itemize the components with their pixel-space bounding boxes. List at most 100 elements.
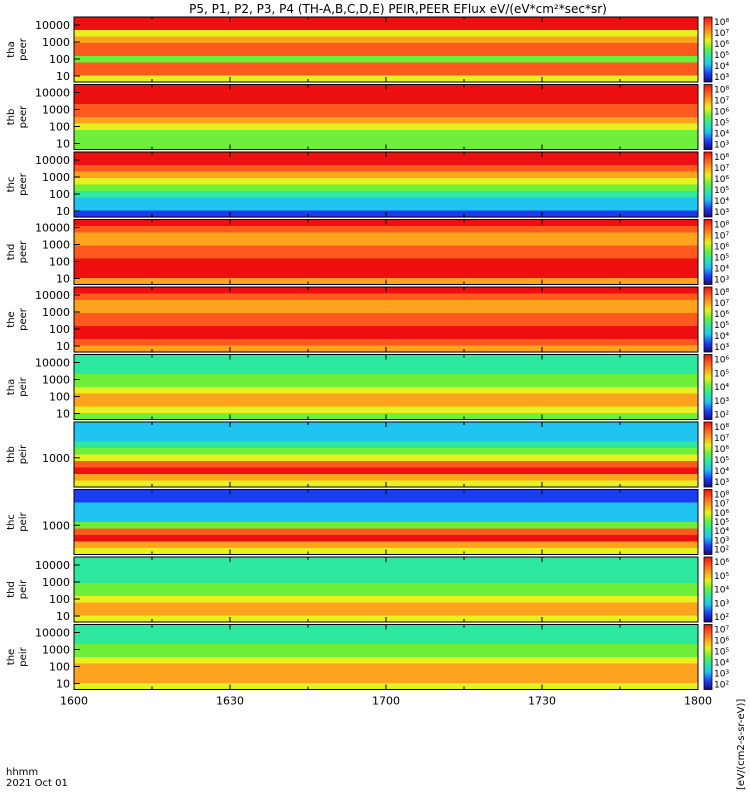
spectrogram-band (74, 644, 698, 652)
colorbar-tick-label: 10⁶ (714, 108, 729, 118)
spectrogram-band (74, 676, 698, 684)
spectrogram-band (74, 435, 698, 443)
y-tick-label: 10 (56, 273, 70, 286)
y-tick-label: 1000 (42, 239, 70, 252)
colorbar-tick-label: 10⁵ (714, 518, 729, 528)
y-tick-label: 100 (49, 121, 70, 134)
spectrogram-band (74, 387, 698, 395)
colorbar-tick-label: 10⁷ (714, 97, 729, 107)
spectrogram-band (74, 36, 698, 44)
colorbar-tick-label: 10⁵ (714, 186, 729, 196)
spectrogram-band (74, 191, 698, 199)
colorbar-tick-label: 10⁶ (714, 637, 729, 647)
colorbar-tick-label: 10⁸ (714, 221, 729, 231)
panel-label-species: peir (18, 444, 29, 464)
spectrogram-band (74, 293, 698, 301)
y-tick-label: 10 (56, 70, 70, 83)
spectrogram-band (74, 522, 698, 530)
colorbar-tick-label: 10² (714, 613, 729, 623)
spectrogram-band (74, 300, 698, 308)
panel-label-probe: thb (6, 109, 17, 126)
panel-label-species: peir (18, 376, 29, 396)
spectrogram-band (74, 23, 698, 31)
spectrogram-band (74, 515, 698, 523)
spectrogram-band (74, 232, 698, 240)
y-tick-label: 1000 (42, 374, 70, 387)
spectrogram-band (74, 596, 698, 604)
y-tick-label: 1000 (42, 171, 70, 184)
panel-tha_peir: 10000 1000 100 10 tha peir 10⁶ 10⁵ 10⁴ 10³ 10² (6, 354, 729, 421)
colorbar-tick-label: 10³ (714, 343, 729, 353)
spectrogram-band (74, 670, 698, 678)
spectrogram-band (74, 97, 698, 105)
spectrogram-band (74, 663, 698, 671)
spectrogram-band (74, 535, 698, 543)
spectrogram-band (74, 117, 698, 125)
y-tick-label: 10 (56, 610, 70, 623)
panel-label-probe: thb (6, 446, 17, 463)
spectrogram-band (74, 239, 698, 247)
spectrogram-band (74, 502, 698, 510)
spectrogram-band (74, 528, 698, 536)
spectrogram-band (74, 245, 698, 253)
panel-label-species: peer (18, 240, 29, 264)
colorbar-tick-label: 10⁴ (714, 265, 729, 275)
spectrogram-band (74, 332, 698, 340)
colorbar-tick-label: 10⁵ (714, 572, 729, 582)
y-tick-label: 10000 (35, 559, 70, 572)
colorbar (703, 286, 713, 353)
spectrogram-band (74, 609, 698, 617)
spectrogram-band (74, 400, 698, 408)
spectrogram-band (74, 541, 698, 549)
colorbar-tick-label: 10³ (714, 397, 729, 407)
spectrogram-band (74, 178, 698, 186)
spectrogram-band (74, 165, 698, 173)
y-tick-label: 1000 (42, 644, 70, 657)
spectrogram-band (74, 319, 698, 327)
colorbar (703, 354, 713, 420)
spectrogram-band (74, 467, 698, 475)
colorbar (703, 489, 713, 555)
spectrogram-band (74, 306, 698, 314)
colorbar (703, 16, 713, 83)
panel-label-species: peir (18, 646, 29, 666)
colorbar-tick-label: 10⁴ (714, 467, 729, 477)
x-tick-label: 1730 (528, 695, 556, 708)
spectrogram-band (74, 441, 698, 449)
spectrogram-band (74, 589, 698, 597)
spectrogram-band (74, 258, 698, 266)
spectrogram-band (74, 184, 698, 192)
colorbar-tick-label: 10⁷ (714, 299, 729, 309)
colorbar-tick-label: 10² (714, 681, 729, 691)
y-tick-label: 10000 (35, 222, 70, 235)
spectrogram-band (74, 461, 698, 469)
y-tick-label: 1000 (42, 576, 70, 589)
colorbar-tick-label: 10⁸ (714, 153, 729, 163)
spectrogram-band (74, 265, 698, 273)
spectrogram-band (74, 69, 698, 77)
colorbar-tick-label: 10⁴ (714, 659, 729, 669)
y-tick-label: 100 (49, 391, 70, 404)
spectrogram-band (74, 657, 698, 665)
spectrogram-band (74, 313, 698, 321)
colorbar-tick-label: 10⁷ (714, 500, 729, 510)
y-tick-label: 100 (49, 256, 70, 269)
y-tick-label: 10000 (35, 627, 70, 640)
panel-label-species: peir (18, 511, 29, 531)
spectrogram-band (74, 637, 698, 645)
spectrogram-band (74, 271, 698, 279)
colorbar-tick-label: 10⁴ (714, 586, 729, 596)
colorbar-label: [eV/(cm2-s-sr-eV)] (736, 699, 747, 790)
y-tick-label: 10 (56, 340, 70, 353)
panel-label-species: peer (18, 37, 29, 61)
spectrogram-band (74, 56, 698, 64)
colorbar-tick-label: 10⁵ (714, 254, 729, 264)
spectrogram-band (74, 91, 698, 99)
spectrogram-band (74, 509, 698, 517)
